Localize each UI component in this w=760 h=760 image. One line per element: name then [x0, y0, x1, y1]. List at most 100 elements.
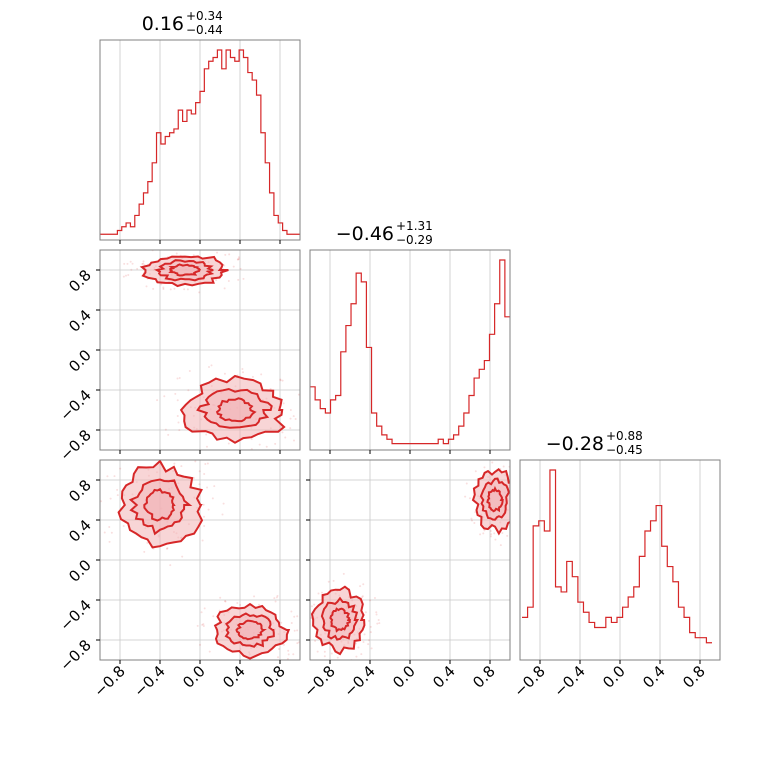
sample-point	[514, 524, 516, 526]
sample-point	[289, 427, 292, 430]
sample-point	[370, 647, 373, 650]
sample-point	[515, 470, 517, 472]
sample-point	[129, 260, 132, 263]
sample-point	[473, 521, 476, 524]
title-plus: +0.34	[186, 9, 223, 23]
sample-point	[207, 366, 210, 369]
sample-point	[501, 531, 504, 534]
sample-point	[274, 600, 277, 603]
x-tick-label: 0.4	[219, 662, 249, 692]
sample-point	[368, 639, 371, 642]
sample-point	[176, 414, 179, 417]
y-tick-label: −0.4	[56, 596, 94, 634]
sample-point	[258, 603, 261, 606]
sample-point	[293, 615, 296, 618]
sample-point	[142, 260, 145, 263]
sample-point	[169, 564, 172, 567]
sample-point	[201, 539, 204, 542]
contour-level	[143, 487, 176, 522]
sample-point	[522, 504, 524, 506]
sample-point	[227, 442, 230, 445]
x-tick-label: 0.0	[179, 662, 209, 692]
sample-point	[131, 262, 134, 265]
sample-point	[143, 550, 146, 553]
sample-point	[273, 597, 276, 600]
sample-point	[222, 502, 225, 505]
sample-point	[287, 653, 290, 656]
sample-point	[241, 367, 244, 370]
sample-point	[194, 460, 197, 463]
sample-point	[361, 595, 364, 598]
sample-point	[354, 642, 357, 645]
sample-point	[284, 436, 287, 439]
sample-point	[305, 611, 307, 613]
sample-point	[164, 428, 167, 431]
sample-point	[479, 533, 482, 536]
sample-point	[192, 477, 195, 480]
x-tick-label: 0.8	[679, 662, 709, 692]
sample-point	[303, 629, 305, 631]
sample-point	[490, 533, 493, 536]
y-tick-label: 0.0	[65, 346, 95, 376]
sample-point	[108, 525, 111, 528]
sample-point	[330, 652, 333, 655]
histogram-param-1	[100, 49, 300, 235]
sample-point	[123, 262, 126, 265]
sample-point	[205, 445, 208, 448]
sample-point	[359, 585, 362, 588]
contour-level	[320, 596, 360, 641]
sample-point	[526, 501, 528, 503]
sample-point	[317, 592, 320, 595]
sample-point	[301, 633, 303, 635]
contour-level	[224, 612, 275, 648]
contour-level	[128, 478, 193, 536]
sample-point	[373, 597, 376, 600]
sample-point	[364, 611, 367, 614]
y-tick-label: 0.8	[65, 476, 95, 506]
y-tick-label: 0.0	[65, 556, 95, 586]
x-tick-label: −0.4	[550, 662, 588, 700]
sample-point	[512, 487, 514, 489]
x-tick-label: 0.0	[389, 662, 419, 692]
sample-point	[260, 373, 263, 376]
sample-point	[522, 511, 524, 513]
sample-point	[126, 262, 129, 265]
sample-point	[113, 475, 116, 478]
sample-point	[489, 535, 492, 538]
sample-point	[514, 472, 516, 474]
sample-point	[165, 547, 168, 550]
title-median: 0.16	[142, 13, 184, 35]
sample-point	[253, 595, 256, 598]
sample-point	[483, 529, 486, 532]
sample-point	[276, 594, 279, 597]
sample-point	[340, 661, 342, 663]
sample-point	[367, 619, 370, 622]
sample-point	[177, 246, 179, 248]
sample-point	[198, 483, 201, 486]
sample-point	[160, 283, 163, 286]
y-tick-label: 0.8	[65, 266, 95, 296]
sample-point	[293, 439, 296, 442]
x-tick-label: −0.8	[510, 662, 548, 700]
y-tick-label: −0.8	[56, 426, 94, 464]
sample-point	[221, 513, 224, 516]
sample-point	[327, 580, 330, 583]
sample-point	[191, 453, 193, 455]
sample-point	[474, 470, 477, 473]
sample-point	[206, 486, 209, 489]
sample-point	[232, 265, 235, 268]
sample-point	[279, 379, 282, 382]
sample-point	[191, 247, 193, 249]
sample-point	[482, 532, 485, 535]
sample-point	[316, 650, 319, 653]
sample-point	[199, 643, 202, 646]
sample-point	[513, 470, 515, 472]
sample-point	[290, 610, 293, 613]
contour-p1-p2	[122, 246, 300, 450]
sample-point	[277, 656, 280, 659]
sample-point	[489, 530, 492, 533]
sample-point	[173, 287, 176, 290]
contour-level	[310, 585, 366, 656]
sample-point	[375, 613, 378, 616]
